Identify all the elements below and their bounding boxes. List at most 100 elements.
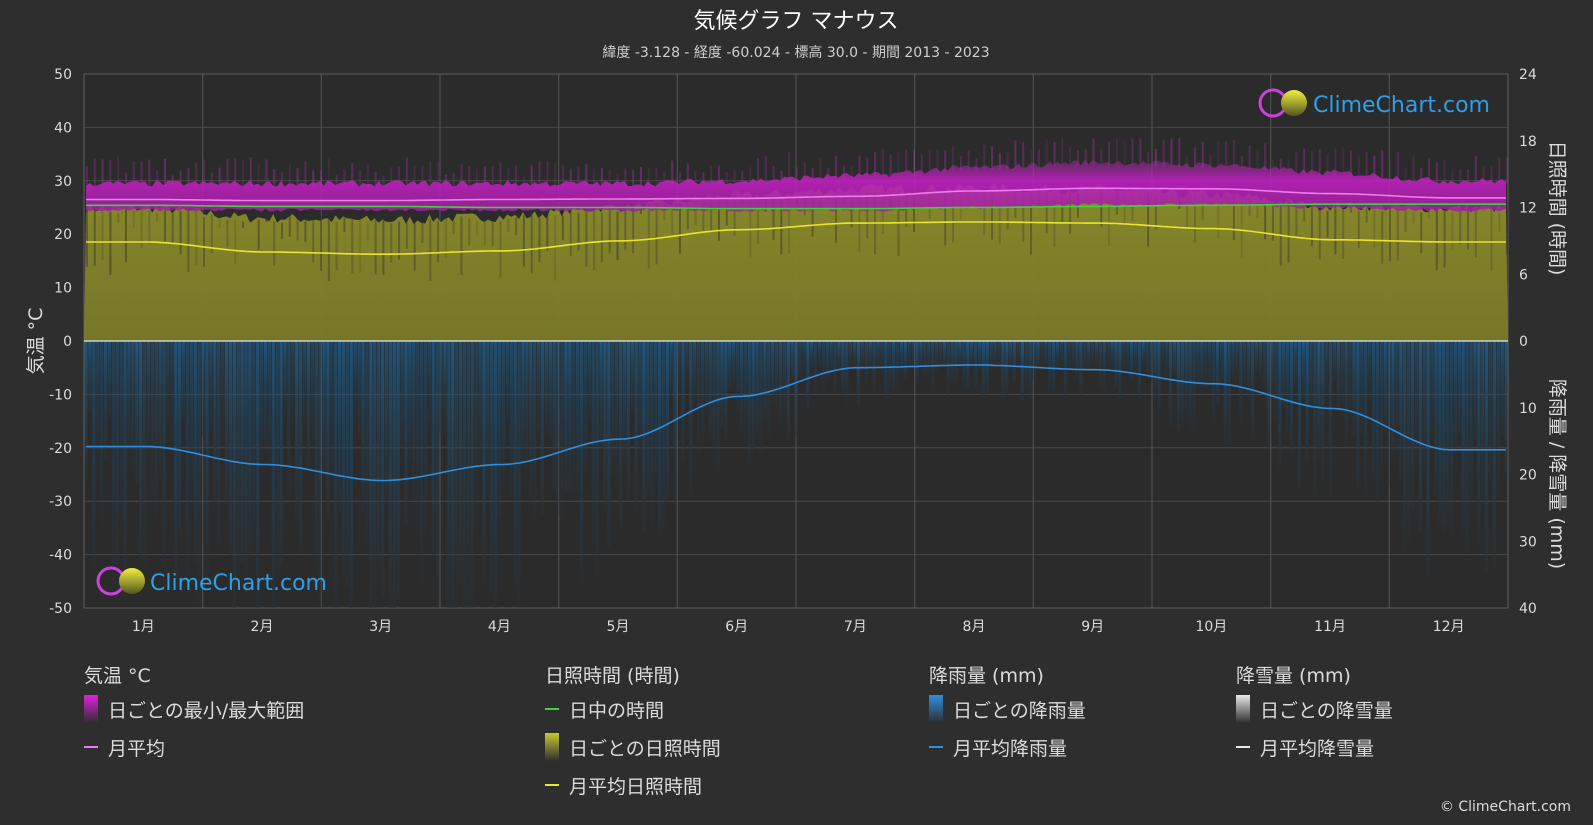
daily-rain-bar bbox=[100, 341, 104, 526]
sunshine-texture-stroke bbox=[694, 200, 697, 226]
y-right-bottom-tick-label: 30 bbox=[1519, 534, 1537, 550]
temp-range-texture-stroke bbox=[1412, 155, 1415, 182]
sunshine-texture-stroke bbox=[811, 187, 814, 237]
daily-rain-bar bbox=[1418, 341, 1422, 533]
sunshine-texture-stroke bbox=[234, 219, 237, 264]
temp-range-texture-stroke bbox=[1303, 148, 1306, 175]
temp-range-texture-stroke bbox=[1170, 138, 1173, 167]
sunshine-texture-stroke bbox=[1069, 186, 1072, 235]
daily-rain-bar bbox=[142, 341, 147, 571]
daily-rain-bar bbox=[888, 341, 892, 399]
daily-rain-bar bbox=[318, 341, 322, 608]
daily-rain-bar bbox=[646, 341, 650, 498]
sunshine-texture-stroke bbox=[437, 220, 440, 263]
sunshine-texture-stroke bbox=[1022, 184, 1025, 242]
sunshine-texture-stroke bbox=[710, 196, 713, 233]
temp-range-texture-stroke bbox=[460, 163, 463, 187]
legend-item: 日ごとの降雪量 bbox=[1236, 690, 1393, 728]
sunshine-texture-stroke bbox=[444, 217, 447, 258]
temp-range-texture-stroke bbox=[1357, 155, 1360, 177]
temp-range-texture-stroke bbox=[983, 144, 986, 171]
sunshine-texture-stroke bbox=[468, 218, 471, 246]
daily-rain-bar bbox=[431, 341, 435, 557]
daily-rain-bar bbox=[1254, 341, 1259, 373]
daily-rain-bar bbox=[435, 341, 439, 608]
daily-rain-bar bbox=[1352, 341, 1356, 436]
daily-rain-bar bbox=[1133, 341, 1138, 373]
sunshine-texture-stroke bbox=[866, 190, 869, 239]
x-tick-label: 11月 bbox=[1314, 619, 1346, 635]
sunshine-texture-stroke bbox=[991, 190, 994, 240]
daily-rain-bar bbox=[1446, 341, 1450, 527]
temp-range-texture-stroke bbox=[725, 172, 728, 184]
daily-rain-bar bbox=[560, 341, 564, 520]
daily-rain-bar bbox=[1020, 341, 1024, 402]
daily-rain-bar bbox=[189, 341, 193, 499]
temp-range-texture-stroke bbox=[764, 155, 767, 183]
watermark-text-top: ClimeChart.com bbox=[1313, 93, 1490, 118]
sunshine-texture-stroke bbox=[522, 215, 525, 267]
daily-rain-bar bbox=[884, 341, 888, 401]
daily-rain-bar bbox=[525, 341, 529, 471]
sunshine-texture-stroke bbox=[195, 210, 198, 266]
sunshine-texture-stroke bbox=[124, 203, 127, 262]
legend-swatch bbox=[1236, 695, 1250, 723]
daily-rain-bar bbox=[856, 341, 861, 406]
temp-range-texture-stroke bbox=[405, 156, 408, 187]
daily-rain-bar bbox=[1172, 341, 1177, 375]
temp-range-texture-stroke bbox=[647, 168, 650, 186]
daily-rain-bar bbox=[1091, 341, 1095, 368]
temp-range-texture-stroke bbox=[140, 161, 143, 187]
daily-rain-bar bbox=[576, 341, 580, 493]
daily-rain-bar bbox=[505, 341, 509, 422]
legend-swatch bbox=[545, 708, 559, 710]
sunshine-texture-stroke bbox=[515, 217, 518, 236]
temp-range-texture-stroke bbox=[866, 157, 869, 179]
y-left-tick-label: -50 bbox=[49, 601, 72, 617]
sunshine-texture-stroke bbox=[944, 186, 947, 246]
daily-rain-bar bbox=[868, 341, 872, 368]
daily-rain-bar bbox=[1371, 341, 1376, 478]
daily-rain-bar bbox=[661, 341, 666, 530]
daily-rain-bar bbox=[587, 341, 591, 422]
daily-rain-bar bbox=[146, 341, 151, 456]
sunshine-texture-stroke bbox=[1045, 184, 1048, 234]
daily-rain-bar bbox=[1036, 341, 1040, 370]
temp-range-texture-stroke bbox=[1084, 148, 1087, 165]
daily-rain-bar bbox=[1118, 341, 1122, 400]
daily-rain-bar bbox=[103, 341, 108, 460]
temp-range-texture-stroke bbox=[374, 172, 377, 187]
legend-item-label: 月平均降雨量 bbox=[953, 737, 1068, 760]
sunshine-texture-stroke bbox=[569, 206, 572, 257]
daily-rain-bar bbox=[501, 341, 506, 493]
daily-rain-bar bbox=[1313, 341, 1317, 497]
daily-rain-bar bbox=[427, 341, 431, 433]
temp-range-texture-stroke bbox=[1342, 146, 1345, 176]
copyright: © ClimeChart.com bbox=[1439, 799, 1571, 815]
daily-rain-bar bbox=[1165, 341, 1169, 377]
daily-rain-bar bbox=[1114, 341, 1118, 388]
daily-rain-bar bbox=[1051, 341, 1056, 392]
temp-range-texture-stroke bbox=[195, 162, 198, 187]
daily-rain-bar bbox=[806, 341, 810, 411]
daily-rain-bar bbox=[135, 341, 139, 484]
daily-rain-bar bbox=[1258, 341, 1262, 379]
daily-rain-bar bbox=[443, 341, 447, 434]
daily-rain-bar bbox=[716, 341, 720, 473]
legend-item: 日ごとの日照時間 bbox=[545, 728, 721, 766]
temp-range-texture-stroke bbox=[1100, 148, 1103, 165]
temp-range-texture-stroke bbox=[304, 160, 307, 187]
daily-rain-bar bbox=[1094, 341, 1099, 368]
daily-rain-bar bbox=[1426, 341, 1430, 578]
daily-rain-bar bbox=[638, 341, 642, 453]
daily-rain-bar bbox=[1442, 341, 1446, 533]
daily-rain-bar bbox=[377, 341, 381, 574]
sunshine-texture-stroke bbox=[600, 212, 603, 263]
temp-range-texture-stroke bbox=[132, 161, 135, 187]
temp-range-texture-stroke bbox=[1193, 147, 1196, 168]
daily-rain-bar bbox=[310, 341, 314, 442]
sunshine-texture-stroke bbox=[1147, 192, 1150, 247]
temp-range-texture-stroke bbox=[827, 167, 830, 179]
sunshine-texture-stroke bbox=[382, 216, 385, 275]
daily-rain-bar bbox=[1102, 341, 1106, 391]
